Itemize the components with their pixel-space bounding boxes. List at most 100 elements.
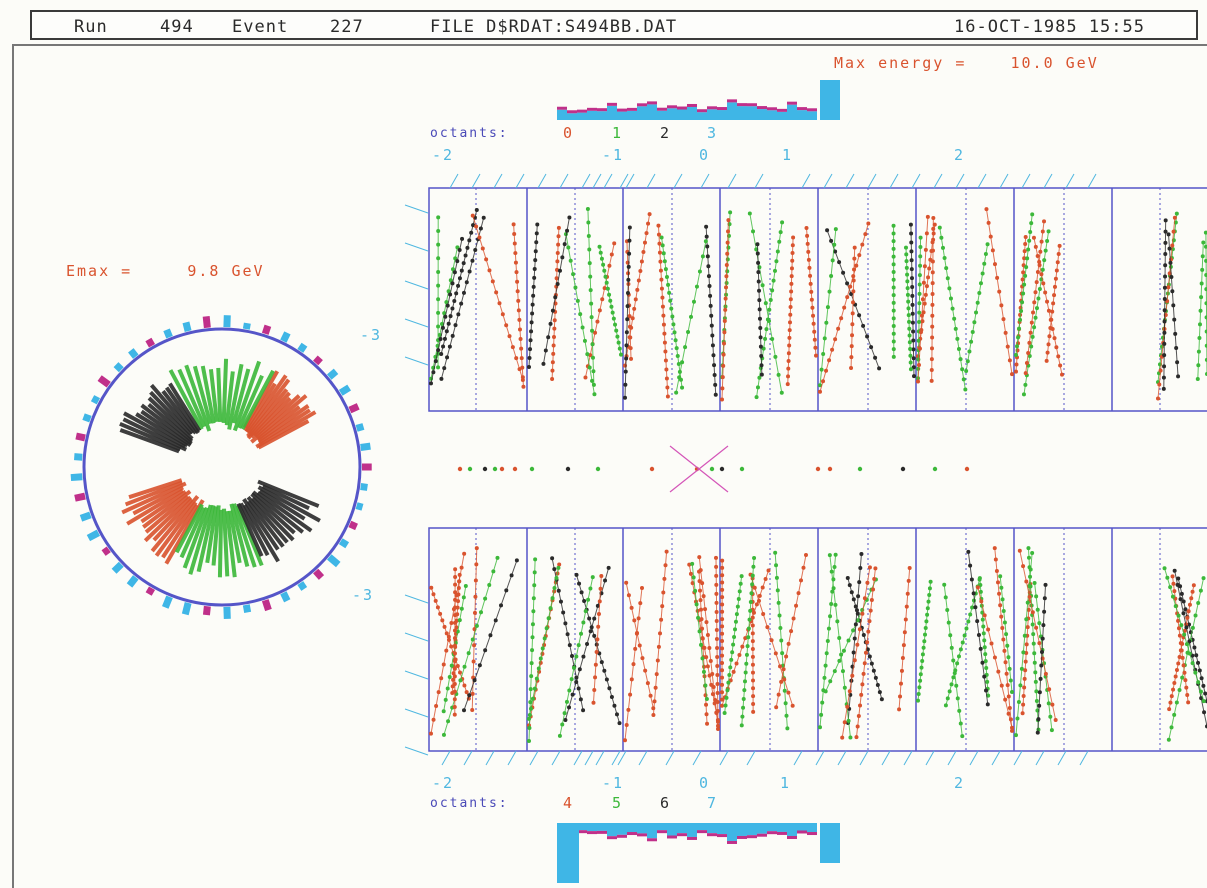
upper-chamber-hit [771,278,776,283]
upper-chamber-hit [630,316,635,321]
lower-chamber-hit [780,651,785,656]
upper-chamber-hit [905,279,910,284]
upper-chamber-hit [626,264,631,269]
upper-chamber-hit [531,284,536,289]
lower-energy-histogram-bar [577,823,587,831]
lower-scale-side-tick [404,632,429,642]
upper-chamber-hit [1163,274,1168,279]
upper-chamber-hit [723,307,728,312]
upper-chamber-track [1033,237,1063,375]
lower-chamber-hit [643,668,648,673]
lower-energy-histogram-bar [757,823,767,834]
upper-chamber-hit [956,347,961,352]
upper-chamber-hit [1196,363,1201,368]
upper-chamber-hit [674,346,679,351]
upper-chamber-hit [627,314,632,319]
upper-chamber-hit [967,349,972,354]
lower-chamber-hit [474,562,479,567]
lower-chamber-hit [557,562,562,567]
lower-chamber-hit [1053,718,1058,723]
lower-chamber-hit [470,691,475,696]
upper-chamber-hit [534,240,539,245]
lower-chamber-hit [918,672,923,677]
vertex-hit [739,466,745,472]
lower-chamber-hit [777,613,782,618]
lower-scale-tick [611,750,621,766]
upper-energy-histogram-bar [697,112,707,120]
upper-chamber-hit [469,230,474,235]
lower-chamber-hit [648,693,653,698]
lower-energy-histogram-bar [687,823,697,837]
upper-chamber-hit [439,376,444,381]
lower-chamber-hit [769,638,774,643]
lower-chamber-hit [852,636,857,641]
ring-energy-block [145,586,156,596]
upper-chamber-hit [770,336,775,341]
vertex-hit [467,466,473,472]
ring-energy-block [360,483,368,491]
upper-chamber-hit [664,376,669,381]
lower-chamber-hit [707,673,712,678]
lower-chamber-hit [433,598,438,603]
upper-chamber-hit [553,295,558,300]
lower-chamber-hit [951,675,956,680]
upper-chamber-hit [504,323,509,328]
lower-chamber-hit [786,641,791,646]
upper-chamber-hit [1030,212,1035,217]
lower-chamber-hit [715,681,720,686]
lower-chamber-hit [774,563,779,568]
upper-chamber-hit [1198,308,1203,313]
upper-chamber-hit [722,319,727,324]
upper-chamber-hit [720,375,725,380]
upper-chamber-hit [837,260,842,265]
calorimeter-sector-line [196,504,216,573]
upper-chamber-hit [604,280,609,285]
lower-chamber-hit [571,665,576,670]
upper-chamber-hit [850,311,855,316]
calorimeter-sector-line [243,382,277,432]
lower-scale-tick [573,750,583,766]
lower-chamber-hit [1024,642,1029,647]
lower-chamber-hit [696,615,701,620]
lower-chamber-hit [446,719,451,724]
lower-energy-histogram-bar-top [667,835,677,839]
lower-chamber-hit [716,726,720,731]
upper-chamber-hit [911,356,916,361]
upper-chamber-hit [664,367,669,372]
lower-chamber-hit [757,593,762,598]
lower-energy-histogram-bar-top [807,832,817,836]
upper-chamber-hit [1015,344,1020,349]
lower-chamber-hit [1039,663,1044,668]
lower-chamber-hit [464,690,469,695]
upper-chamber-hit [1161,386,1166,391]
lower-chamber-hit [1179,623,1184,628]
upper-chamber-hit [566,245,571,250]
upper-chamber-hit [909,249,914,254]
lower-scale-tick [507,750,517,766]
lower-chamber-hit [597,599,602,604]
lower-chamber-hit [472,610,477,615]
lower-chamber-hit [899,668,904,673]
upper-chamber-hit [775,249,780,254]
lower-chamber-hit [462,664,467,669]
upper-chamber-hit [464,280,469,285]
upper-chamber-hit [1038,249,1043,254]
side-scale-upper: -3 [360,326,383,344]
upper-chamber-hit [909,276,914,281]
upper-chamber-hit [774,259,779,264]
upper-chamber-hit [1171,303,1176,308]
lower-chamber-hit [750,654,755,659]
lower-chamber-hit [1181,611,1186,616]
ring-energy-block [145,337,156,348]
lower-scale-tick [617,750,627,766]
upper-chamber-hit [917,346,922,351]
lower-chamber-hit [1176,661,1181,666]
calorimeter-sector-line [205,506,218,564]
lower-energy-histogram-bar [657,823,667,831]
lower-chamber-hit [992,655,997,660]
upper-chamber-hit [904,259,909,264]
lower-chamber-hit [1002,648,1007,653]
upper-chamber-hit [919,313,924,318]
lower-chamber-hit [453,582,458,587]
upper-chamber-hit [924,284,929,289]
